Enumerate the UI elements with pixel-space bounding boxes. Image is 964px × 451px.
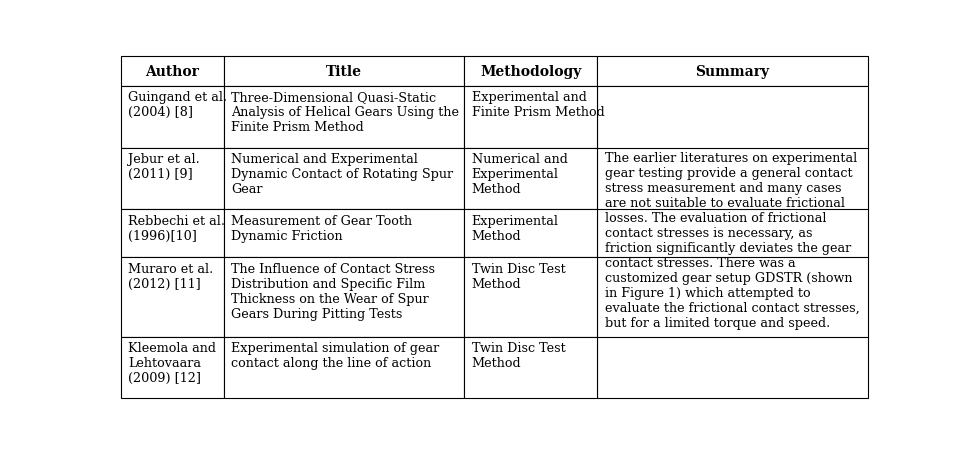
Bar xyxy=(465,87,597,148)
Text: Kleemola and
Lehtovaara
(2009) [12]: Kleemola and Lehtovaara (2009) [12] xyxy=(128,341,216,384)
Text: Rebbechi et al.
(1996)[10]: Rebbechi et al. (1996)[10] xyxy=(128,214,225,242)
Bar xyxy=(224,148,465,210)
Text: Guingand et al.
(2004) [8]: Guingand et al. (2004) [8] xyxy=(128,91,228,119)
Text: The Influence of Contact Stress
Distribution and Specific Film
Thickness on the : The Influence of Contact Stress Distribu… xyxy=(231,262,435,320)
Bar xyxy=(224,337,465,399)
Text: Measurement of Gear Tooth
Dynamic Friction: Measurement of Gear Tooth Dynamic Fricti… xyxy=(231,214,413,242)
Bar xyxy=(120,337,224,399)
Bar xyxy=(224,210,465,258)
Text: Muraro et al.
(2012) [11]: Muraro et al. (2012) [11] xyxy=(128,262,213,290)
Bar xyxy=(120,87,224,148)
Text: Numerical and
Experimental
Method: Numerical and Experimental Method xyxy=(471,152,568,195)
Text: Experimental
Method: Experimental Method xyxy=(471,214,558,242)
Text: Experimental and
Finite Prism Method: Experimental and Finite Prism Method xyxy=(471,91,604,119)
Text: Twin Disc Test
Method: Twin Disc Test Method xyxy=(471,341,566,369)
Bar xyxy=(465,337,597,399)
Text: Title: Title xyxy=(326,65,362,79)
Bar xyxy=(120,210,224,258)
Bar xyxy=(465,258,597,337)
Bar xyxy=(120,57,224,87)
Text: Numerical and Experimental
Dynamic Contact of Rotating Spur
Gear: Numerical and Experimental Dynamic Conta… xyxy=(231,152,453,195)
Bar xyxy=(120,148,224,210)
Text: Experimental simulation of gear
contact along the line of action: Experimental simulation of gear contact … xyxy=(231,341,440,369)
Text: Twin Disc Test
Method: Twin Disc Test Method xyxy=(471,262,566,290)
Bar xyxy=(224,258,465,337)
Bar xyxy=(465,148,597,210)
Bar xyxy=(597,57,868,87)
Bar xyxy=(597,87,868,399)
Text: Methodology: Methodology xyxy=(480,65,581,79)
Bar xyxy=(120,258,224,337)
Bar xyxy=(465,210,597,258)
Text: Author: Author xyxy=(146,65,199,79)
Bar xyxy=(224,57,465,87)
Text: The earlier literatures on experimental
gear testing provide a general contact
s: The earlier literatures on experimental … xyxy=(604,152,859,329)
Text: Jebur et al.
(2011) [9]: Jebur et al. (2011) [9] xyxy=(128,152,200,180)
Bar xyxy=(465,57,597,87)
Bar xyxy=(224,87,465,148)
Text: Summary: Summary xyxy=(695,65,769,79)
Text: Three-Dimensional Quasi-Static
Analysis of Helical Gears Using the
Finite Prism : Three-Dimensional Quasi-Static Analysis … xyxy=(231,91,459,133)
